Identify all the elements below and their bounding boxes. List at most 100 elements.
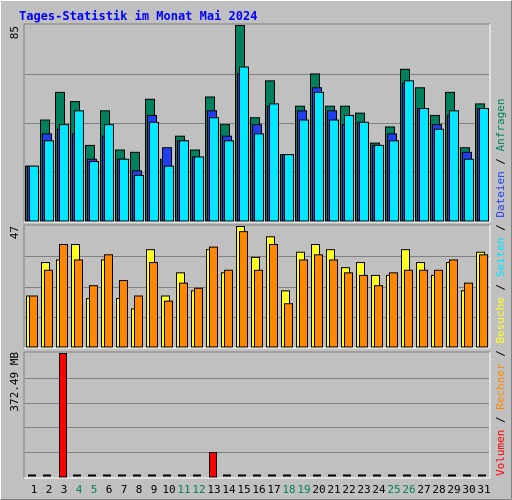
bar-seiten xyxy=(464,158,474,222)
bar-seiten xyxy=(164,165,174,222)
bar-seiten xyxy=(44,140,54,222)
x-tick-label: 1 xyxy=(31,483,38,496)
bar-rechner xyxy=(374,285,383,348)
bar-rechner xyxy=(359,274,368,348)
bar-rechner xyxy=(239,231,248,348)
bar-seiten xyxy=(344,114,354,222)
x-tick-label: 7 xyxy=(121,483,128,496)
x-tick-label: 5 xyxy=(91,483,98,496)
x-tick-label: 30 xyxy=(462,483,475,496)
bar-seiten xyxy=(239,66,249,222)
legend-separator: / xyxy=(494,151,507,171)
bar-rechner xyxy=(404,269,413,348)
bar-rechner xyxy=(434,269,443,348)
bar-rechner xyxy=(284,303,293,348)
bars xyxy=(25,25,489,478)
legend-anfragen: Anfragen xyxy=(494,98,507,151)
bar-seiten xyxy=(209,117,219,222)
y-max-label-requests: 85 xyxy=(8,26,21,39)
bar-rechner xyxy=(419,269,428,348)
bar-rechner xyxy=(104,254,113,348)
bar-seiten xyxy=(119,158,129,222)
bar-rechner xyxy=(479,254,488,348)
bar-rechner xyxy=(224,269,233,348)
bar-rechner xyxy=(389,272,398,348)
bar-rechner xyxy=(299,259,308,348)
bar-rechner xyxy=(179,282,188,348)
bar-seiten xyxy=(419,108,429,222)
bar-seiten xyxy=(329,119,339,222)
bar-seiten xyxy=(254,133,264,222)
bar-rechner xyxy=(134,295,143,348)
bar-rechner xyxy=(89,285,98,348)
bar-rechner xyxy=(59,244,68,348)
x-tick-label: 11 xyxy=(177,483,190,496)
bar-rechner xyxy=(119,280,128,348)
x-tick-label: 31 xyxy=(477,483,490,496)
x-tick-label: 6 xyxy=(106,483,113,496)
x-tick-label: 17 xyxy=(267,483,280,496)
bar-seiten xyxy=(134,174,144,222)
bar-seiten xyxy=(269,103,279,222)
x-tick-label: 3 xyxy=(61,483,68,496)
bar-seiten xyxy=(89,161,99,222)
bar-seiten xyxy=(389,140,399,222)
bar-rechner xyxy=(449,259,458,348)
legend-rechner: Rechner xyxy=(494,363,507,410)
bar-seiten xyxy=(404,80,414,222)
bar-seiten xyxy=(224,140,234,222)
bar-rechner xyxy=(44,269,53,348)
x-tick-label: 21 xyxy=(327,483,340,496)
legend: Volumen / Rechner / Besuche / Seiten / D… xyxy=(494,98,507,476)
bar-seiten xyxy=(284,154,294,222)
bar-seiten xyxy=(179,140,189,222)
x-tick-label: 27 xyxy=(417,483,430,496)
x-tick-label: 24 xyxy=(372,483,386,496)
legend-dateien: Dateien xyxy=(494,171,507,217)
x-tick-label: 23 xyxy=(357,483,370,496)
legend-separator: / xyxy=(494,218,507,238)
x-tick-label: 4 xyxy=(76,483,83,496)
legend-separator: / xyxy=(494,277,507,297)
bar-rechner xyxy=(314,254,323,348)
x-tick-label: 14 xyxy=(222,483,236,496)
x-tick-label: 26 xyxy=(402,483,415,496)
legend-separator: / xyxy=(494,410,507,430)
bar-seiten xyxy=(59,124,69,222)
x-tick-label: 19 xyxy=(297,483,310,496)
bar-volumen xyxy=(209,452,217,478)
bar-rechner xyxy=(329,259,338,348)
y-max-label-volume: 372.49 MB xyxy=(8,352,21,412)
bar-seiten xyxy=(299,119,309,222)
panel-frames xyxy=(23,23,491,479)
x-tick-label: 22 xyxy=(342,483,355,496)
x-tick-label: 9 xyxy=(151,483,158,496)
bar-rechner xyxy=(149,262,158,348)
x-tick-label: 15 xyxy=(237,483,250,496)
bar-rechner xyxy=(164,300,173,348)
x-tick-label: 28 xyxy=(432,483,445,496)
bar-rechner xyxy=(209,246,218,348)
x-tick-label: 13 xyxy=(207,483,220,496)
x-tick-label: 8 xyxy=(136,483,143,496)
legend-volumen: Volumen xyxy=(494,430,507,476)
x-tick-label: 12 xyxy=(192,483,205,496)
x-axis-day-labels: 1 2 3 4 5 6 7 8 9 10 11 12 13 14 15 16 17 18 19 20 21 22 23 24 2… xyxy=(31,483,491,496)
bar-seiten xyxy=(359,121,369,222)
bar-seiten xyxy=(479,108,489,222)
bar-rechner xyxy=(74,259,83,348)
bar-rechner xyxy=(29,295,38,348)
x-tick-label: 20 xyxy=(312,483,325,496)
x-tick-label: 16 xyxy=(252,483,265,496)
bar-seiten xyxy=(374,144,384,222)
bar-rechner xyxy=(344,272,353,348)
x-tick-label: 10 xyxy=(162,483,175,496)
y-max-label-visits: 47 xyxy=(8,226,21,239)
bar-seiten xyxy=(149,121,159,222)
bar-volumen xyxy=(59,353,67,478)
bar-seiten xyxy=(104,124,114,222)
legend-besuche: Besuche xyxy=(494,297,507,343)
bar-seiten xyxy=(449,110,459,222)
